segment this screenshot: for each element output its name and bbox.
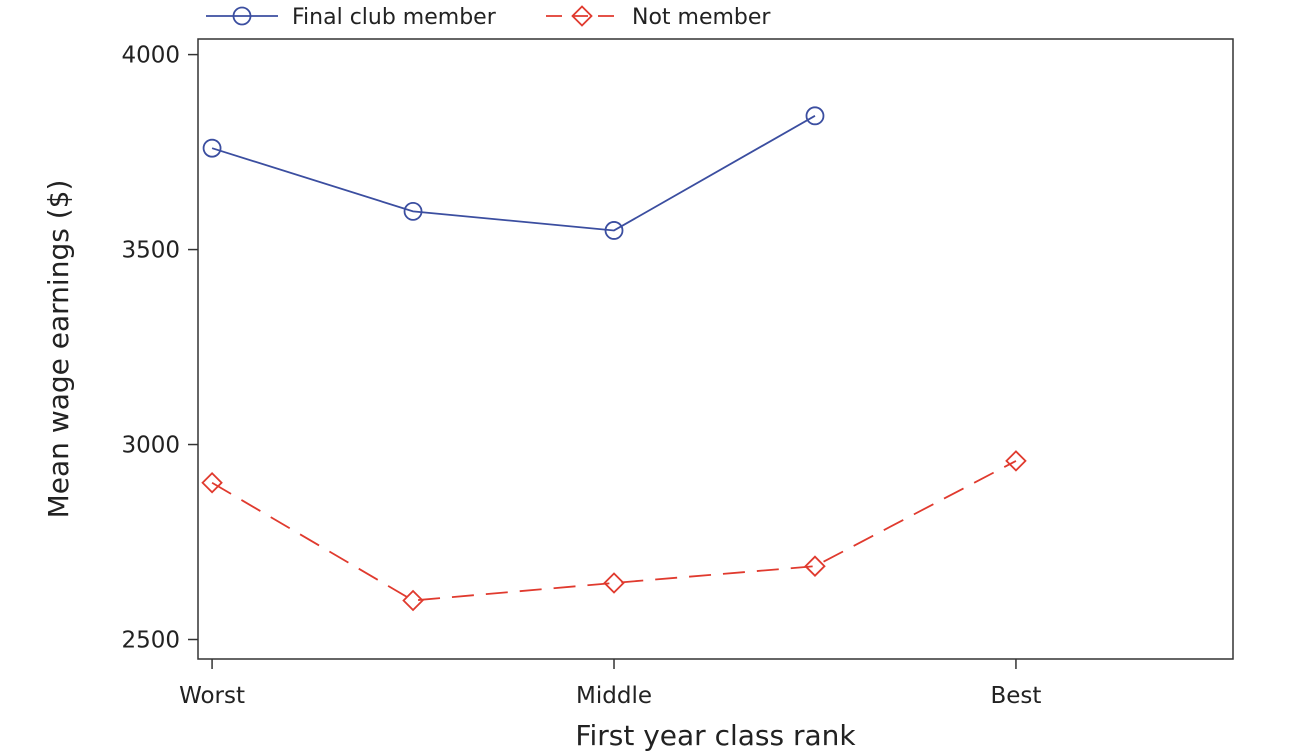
data-point-final-club-member-1 [202,138,222,158]
series-layer [201,106,1027,612]
legend-item-final-club-member: Final club member [206,5,497,30]
series-final-club-member [202,106,825,240]
series-not-member [201,450,1027,612]
data-point-final-club-member-2 [403,201,423,221]
legend-item-not-member: Not member [546,5,771,30]
x-axis: Worst Middle Best [179,659,1041,709]
x-tick-label-best: Best [990,683,1041,709]
y-tick-label-3500: 3500 [121,238,180,264]
series-line-final-club-member [211,115,816,232]
data-point-not-member-2 [402,589,424,612]
data-point-final-club-member-3 [604,221,624,240]
plot-area-frame [197,38,1234,660]
x-tick-label-worst: Worst [179,683,245,709]
legend-label: Final club member [292,5,497,30]
data-point-not-member-4 [804,555,826,577]
data-point-not-member-5 [1005,450,1027,472]
data-point-final-club-member-4 [805,106,825,126]
legend-swatch-marker [232,6,252,26]
data-point-not-member-3 [603,572,625,594]
y-tick-label-3000: 3000 [121,433,180,459]
y-axis: 2500 3000 3500 4000 [121,43,198,654]
legend-swatch-marker [571,5,593,27]
data-point-not-member-1 [201,471,223,494]
x-axis-title: First year class rank [575,719,856,752]
series-line-not-member [211,460,1017,602]
x-tick-label-middle: Middle [576,683,652,709]
legend: Final club member Not member [206,5,771,30]
y-tick-label-4000: 4000 [121,43,180,69]
y-tick-label-2500: 2500 [121,628,180,654]
legend-label: Not member [632,5,771,30]
y-axis-title: Mean wage earnings ($) [42,180,75,519]
